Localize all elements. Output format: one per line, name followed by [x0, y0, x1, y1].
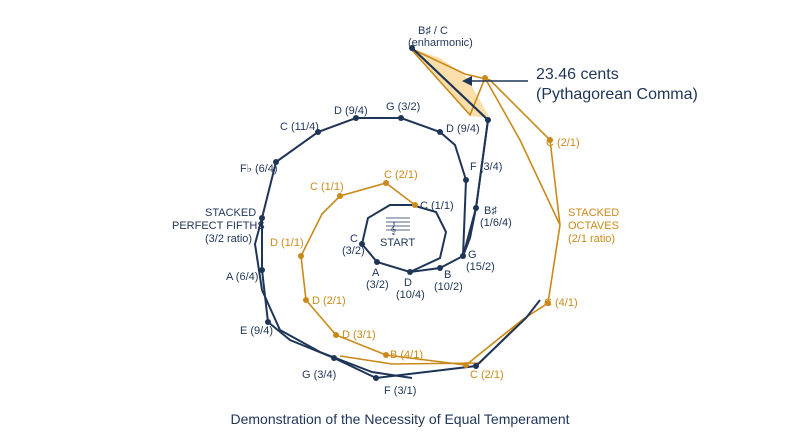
comma-arrow-head [462, 76, 472, 86]
fifth-label: F♭ (6/4) [240, 163, 278, 175]
octave-label: D (3/1) [342, 329, 376, 341]
dot [259, 267, 265, 273]
dot [265, 319, 271, 325]
fifth-label: (10/2) [434, 281, 463, 293]
octave-dots [298, 75, 553, 368]
treble-clef-icon: 𝄞 [390, 222, 397, 235]
dot [353, 115, 359, 121]
dot [298, 253, 304, 259]
dot [545, 300, 551, 306]
octaves-title-3: (2/1 ratio) [568, 233, 615, 245]
dot [409, 45, 415, 51]
comma-name: (Pythagorean Comma) [536, 86, 698, 103]
fifths-dots [259, 45, 491, 381]
dot [437, 129, 443, 135]
octave-label: D (2/1) [312, 295, 346, 307]
octave-label: C (2/1) [546, 137, 580, 149]
comma-value: 23.46 cents [536, 66, 619, 83]
fifth-label: C (11/4) [280, 121, 319, 133]
dot [398, 115, 404, 121]
octave-label: B (4/1) [390, 349, 423, 361]
fifth-label: D [404, 277, 412, 289]
dot [273, 159, 279, 165]
fifths-title-1: STACKED [205, 207, 256, 219]
top-note-label: B♯ / C [418, 25, 448, 37]
octave-label: C (1/1) [420, 200, 454, 212]
dot [407, 269, 413, 275]
dot [485, 117, 491, 123]
dot [412, 202, 418, 208]
octave-label: D (1/1) [270, 237, 304, 249]
dot [331, 355, 337, 361]
top-sub-label: (enharmonic) [408, 37, 473, 49]
fifths-outer-line [261, 47, 541, 380]
fifth-label: C [350, 233, 358, 245]
fifth-label: F (3/4) [470, 161, 502, 173]
dot [383, 180, 389, 186]
fifth-label: (1/6/4) [480, 217, 512, 229]
fifth-label: (15/2) [466, 261, 495, 273]
dot [463, 177, 469, 183]
start-label: START [380, 237, 415, 249]
caption: Demonstration of the Necessity of Equal … [230, 411, 569, 427]
dot [374, 259, 380, 265]
fifth-label: B♯ [484, 205, 497, 217]
dot [473, 205, 479, 211]
fifth-label: E (9/4) [240, 325, 273, 337]
fifth-label: A (6/4) [226, 271, 258, 283]
dot [303, 297, 309, 303]
octaves-title-1: STACKED [568, 207, 619, 219]
fifth-label: F (3/1) [384, 385, 416, 397]
octaves-title-2: OCTAVES [568, 220, 619, 232]
fifth-label: (3/2) [342, 245, 365, 257]
dot [337, 193, 343, 199]
fifth-label: (10/4) [396, 289, 425, 301]
staff-lines [386, 217, 410, 231]
dot [437, 265, 443, 271]
fifth-label: G [468, 249, 477, 261]
fifths-title-3: (3/2 ratio) [205, 233, 252, 245]
octave-label: C (1/1) [310, 181, 344, 193]
octave-label: C (2/1) [384, 169, 418, 181]
dot [359, 241, 365, 247]
dot [482, 75, 488, 81]
dot [473, 363, 479, 369]
octave-label: C (4/1) [544, 297, 578, 309]
octave-label: C (2/1) [470, 369, 504, 381]
fifth-label: (3/2) [366, 279, 389, 291]
fifth-label: G (3/4) [302, 369, 336, 381]
fifth-label: B [444, 269, 451, 281]
fifth-label: G (3/2) [386, 101, 420, 113]
fifths-mid-line [253, 217, 413, 379]
fifths-title-2: PERFECT FIFTHS [172, 220, 265, 232]
dot [460, 253, 466, 259]
fifth-label: D (9/4) [334, 105, 368, 117]
dot [383, 352, 389, 358]
dot [259, 215, 265, 221]
dot [333, 332, 339, 338]
dot [373, 375, 379, 381]
dot [315, 129, 321, 135]
dot [547, 137, 553, 143]
fifth-label: A [372, 267, 380, 279]
dot [463, 362, 469, 368]
fifth-label: D (9/4) [446, 123, 480, 135]
